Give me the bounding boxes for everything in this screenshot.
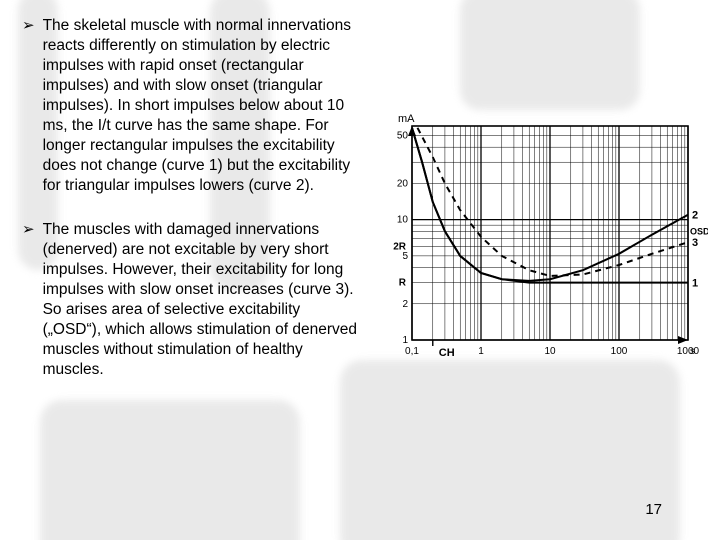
svg-text:1: 1 xyxy=(478,346,484,357)
svg-text:10: 10 xyxy=(544,346,556,357)
svg-text:2R: 2R xyxy=(393,241,407,252)
svg-text:3: 3 xyxy=(692,237,698,249)
bullet-2: ➢ The muscles with damaged innervations … xyxy=(22,220,357,380)
bullet-glyph: ➢ xyxy=(22,16,35,196)
svg-text:2: 2 xyxy=(402,299,408,310)
page-number: 17 xyxy=(645,501,662,518)
bullet-body: The skeletal muscle with normal innervat… xyxy=(43,16,357,196)
svg-text:1: 1 xyxy=(402,335,408,346)
svg-text:20: 20 xyxy=(397,178,409,189)
svg-text:1000: 1000 xyxy=(677,346,700,357)
svg-text:OSD: OSD xyxy=(690,226,708,236)
bg-blur xyxy=(460,0,640,110)
svg-text:1: 1 xyxy=(692,278,698,290)
bullet-1: ➢ The skeletal muscle with normal innerv… xyxy=(22,16,357,196)
bullet-body: The muscles with damaged innervations (d… xyxy=(43,220,357,380)
svg-text:2: 2 xyxy=(692,210,698,222)
svg-text:mA: mA xyxy=(398,113,415,125)
svg-text:CH: CH xyxy=(439,347,455,359)
svg-text:5: 5 xyxy=(402,251,408,262)
chart-svg: 125102050mAR2R0,11101001000sCH123OSD xyxy=(378,108,708,378)
svg-text:0,1: 0,1 xyxy=(405,346,419,357)
svg-text:s: s xyxy=(690,346,695,357)
svg-text:R: R xyxy=(399,278,407,289)
svg-text:10: 10 xyxy=(397,215,409,226)
svg-text:50: 50 xyxy=(397,131,409,142)
bullet-glyph: ➢ xyxy=(22,220,35,380)
svg-text:100: 100 xyxy=(611,346,628,357)
text-column: ➢ The skeletal muscle with normal innerv… xyxy=(22,16,357,404)
bg-blur xyxy=(40,400,300,540)
it-curve-chart: 125102050mAR2R0,11101001000sCH123OSD xyxy=(378,108,708,378)
bg-blur xyxy=(340,360,680,540)
